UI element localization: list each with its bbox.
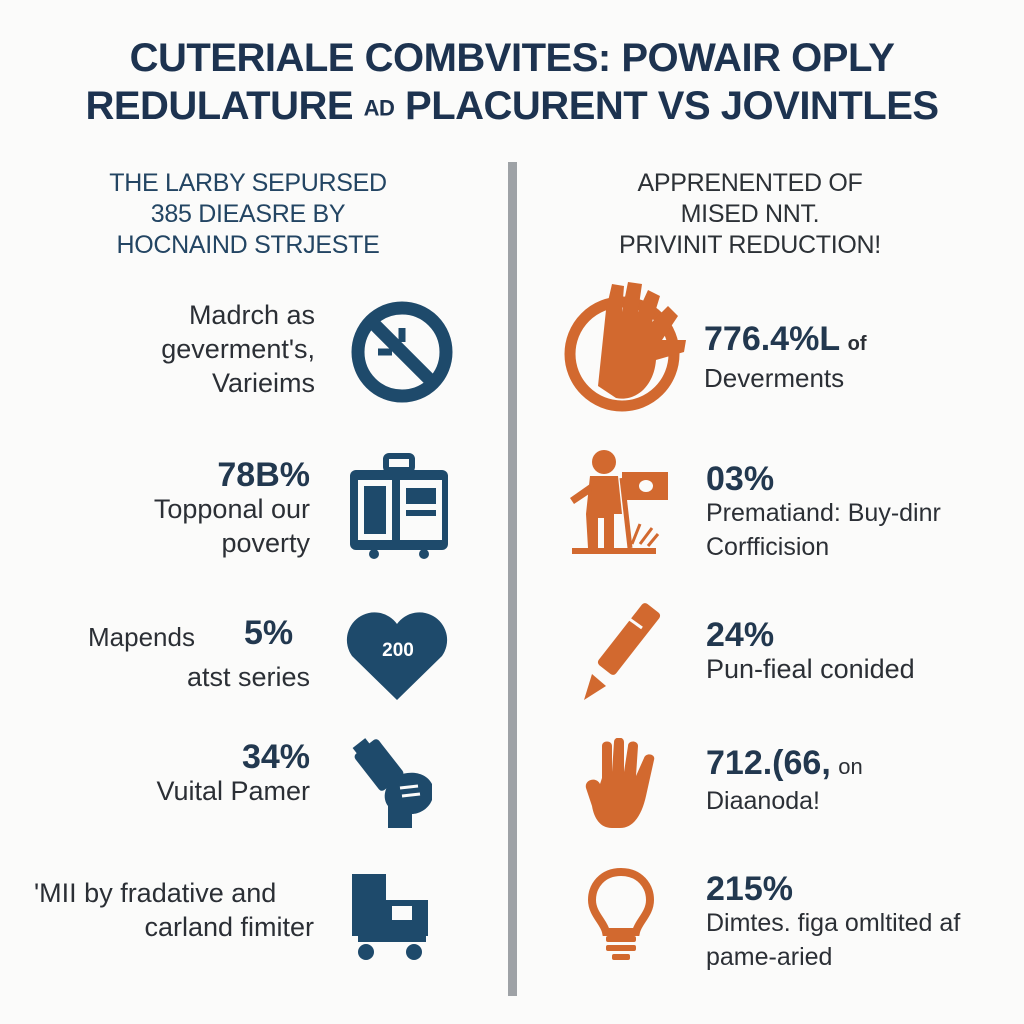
title-line-2-part-b: AD <box>363 95 395 121</box>
right-item-2-line: Corfficision <box>706 533 830 561</box>
left-item-4-text: 34% Vuital Pamer <box>60 740 310 808</box>
left-subhead: THE LARBY SEPURSED 385 DIEASRE BY HOCNAI… <box>58 168 438 261</box>
pen-icon <box>578 598 674 706</box>
right-subhead: APPRENENTED OF MISED NNT. PRIVINIT REDUC… <box>585 168 915 261</box>
lightbulb-icon <box>586 866 656 964</box>
left-item-1-text: Madrch as geverment's, Varieims <box>60 298 315 400</box>
left-item-2-line: poverty <box>221 528 310 558</box>
right-item-5-stat: 215% <box>706 870 793 908</box>
left-item-5-line: by fradative and <box>84 878 277 908</box>
right-item-4-text: 712.(66, on Diaanoda! <box>706 746 1006 818</box>
left-item-2-line: Topponal our <box>153 494 310 524</box>
left-item-1-line: Madrch as <box>188 300 315 330</box>
right-item-2-line: Prematiand: Buy-dinr <box>706 499 941 527</box>
right-item-4-line: Diaanoda! <box>706 787 820 815</box>
left-item-3-stat: 5% <box>244 614 294 652</box>
heart-icon <box>344 610 450 702</box>
left-item-2-stat: 78B% <box>217 456 310 494</box>
right-item-5-line: Dimtes. figa omltited af <box>706 909 961 937</box>
hand-icon <box>584 738 662 832</box>
title-line-2: REDULATURE AD PLACURENT VS JOVINTLES <box>0 82 1024 132</box>
person-flag-icon <box>560 444 676 558</box>
column-divider <box>508 162 517 996</box>
left-subhead-line: HOCNAIND STRJESTE <box>116 231 380 259</box>
right-item-4-suffix: on <box>838 754 863 779</box>
left-item-5-lead: 'MII <box>34 878 77 908</box>
right-item-2-text: 03% Prematiand: Buy-dinr Corfficision <box>706 462 1006 564</box>
heart-badge-text: 200 <box>382 640 414 661</box>
right-item-1-line: Deverments <box>704 363 845 393</box>
left-item-5-line: carland fimiter <box>144 912 314 942</box>
title-line-2-part-a: REDULATURE <box>85 84 364 128</box>
right-item-4-stat: 712.(66, <box>706 744 831 782</box>
right-item-5-line: pame-aried <box>706 943 833 971</box>
right-subhead-line: APPRENENTED OF <box>637 169 863 197</box>
left-subhead-line: 385 DIEASRE BY <box>150 200 346 228</box>
right-item-3-text: 24% Pun-fieal conided <box>706 618 1006 686</box>
truck-icon <box>348 872 432 964</box>
page-title: CUTERIALE COMBVITES: POWAIR OPLY REDULAT… <box>0 34 1024 132</box>
left-item-1-line: geverment's, <box>161 334 315 364</box>
luggage-icon <box>348 452 452 560</box>
right-item-2-stat: 03% <box>706 460 775 498</box>
title-line-2-part-c: PLACURENT VS JOVINTLES <box>394 84 939 128</box>
right-item-3-stat: 24% <box>706 616 775 654</box>
left-item-3-lead: Mapends <box>88 622 195 652</box>
right-item-1-stat: 776.4%L <box>704 320 841 358</box>
right-item-5-text: 215% Dimtes. figa omltited af pame-aried <box>706 872 1006 974</box>
left-item-5-text: 'MII by fradative and carland fimiter <box>34 876 314 944</box>
left-item-1-line: Varieims <box>211 368 315 398</box>
right-item-1-suffix: of <box>847 333 867 355</box>
left-item-3-line: atst series <box>186 662 310 692</box>
left-item-4-line: Vuital Pamer <box>156 776 310 806</box>
right-item-3-line: Pun-fieal conided <box>706 654 915 684</box>
right-subhead-line: PRIVINIT REDUCTION! <box>619 231 881 259</box>
right-subhead-line: MISED NNT. <box>680 200 820 228</box>
right-item-1-text: 776.4%L of Deverments <box>704 322 964 395</box>
no-entry-icon <box>350 300 454 404</box>
hand-with-bottle-icon <box>352 736 440 832</box>
left-item-4-stat: 34% <box>241 738 310 776</box>
hand-pie-icon <box>556 282 690 412</box>
left-item-2-text: 78B% Topponal our poverty <box>60 458 310 560</box>
title-line-1: CUTERIALE COMBVITES: POWAIR OPLY <box>129 36 895 80</box>
left-subhead-line: THE LARBY SEPURSED <box>109 169 387 197</box>
